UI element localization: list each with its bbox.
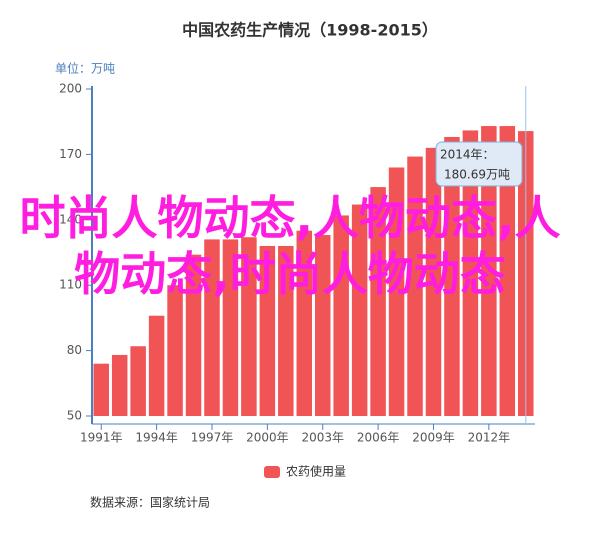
bar xyxy=(481,126,497,416)
bar xyxy=(167,285,183,416)
x-tick-label: 1994年 xyxy=(135,431,178,445)
bar xyxy=(370,187,386,416)
bar xyxy=(388,167,405,416)
x-tick-label: 1997年 xyxy=(191,431,234,445)
overlay-text: 时尚人物动态,人物动态,人物动态,时尚人物动态 xyxy=(19,191,561,301)
x-tick-label: 2006年 xyxy=(357,431,400,445)
x-tick-label: 2009年 xyxy=(412,431,455,445)
bar xyxy=(148,315,165,416)
chart-title: 中国农药生产情况（1998-2015） xyxy=(182,21,438,40)
bar xyxy=(296,230,313,416)
legend-swatch xyxy=(264,466,280,478)
y-tick-label: 80 xyxy=(67,343,82,357)
source: 数据来源：国家统计局 xyxy=(90,495,210,510)
bar xyxy=(333,215,349,416)
bar xyxy=(407,156,423,416)
y-tick-label: 140 xyxy=(59,212,82,226)
bar xyxy=(222,239,239,416)
bar xyxy=(499,126,516,416)
bar xyxy=(314,235,331,416)
bar xyxy=(278,245,294,416)
y-tick-label: 50 xyxy=(67,409,82,423)
bar xyxy=(111,354,128,416)
unit-label: 单位：万吨 xyxy=(55,61,115,76)
x-tick-label: 1991年 xyxy=(80,431,123,445)
tooltip-box xyxy=(435,141,523,187)
bar xyxy=(462,130,479,417)
bar xyxy=(241,237,257,416)
x-tick-label: 2000年 xyxy=(246,431,289,445)
tooltip-title: 2014年： xyxy=(440,148,495,162)
bar xyxy=(93,363,109,416)
bar xyxy=(204,239,220,416)
bar xyxy=(351,204,368,416)
x-tick-label: 2012年 xyxy=(468,431,511,445)
x-tick-label: 2003年 xyxy=(301,431,344,445)
bar xyxy=(444,136,460,416)
legend-label: 农药使用量 xyxy=(286,464,346,479)
y-tick-label: 200 xyxy=(59,82,82,96)
bar xyxy=(185,254,202,416)
bar xyxy=(425,147,442,417)
y-tick-label: 110 xyxy=(59,278,82,292)
bar xyxy=(130,346,146,416)
tooltip-text: 180.69万吨 xyxy=(444,168,510,182)
bar xyxy=(259,245,276,416)
y-tick-label: 170 xyxy=(59,147,82,161)
